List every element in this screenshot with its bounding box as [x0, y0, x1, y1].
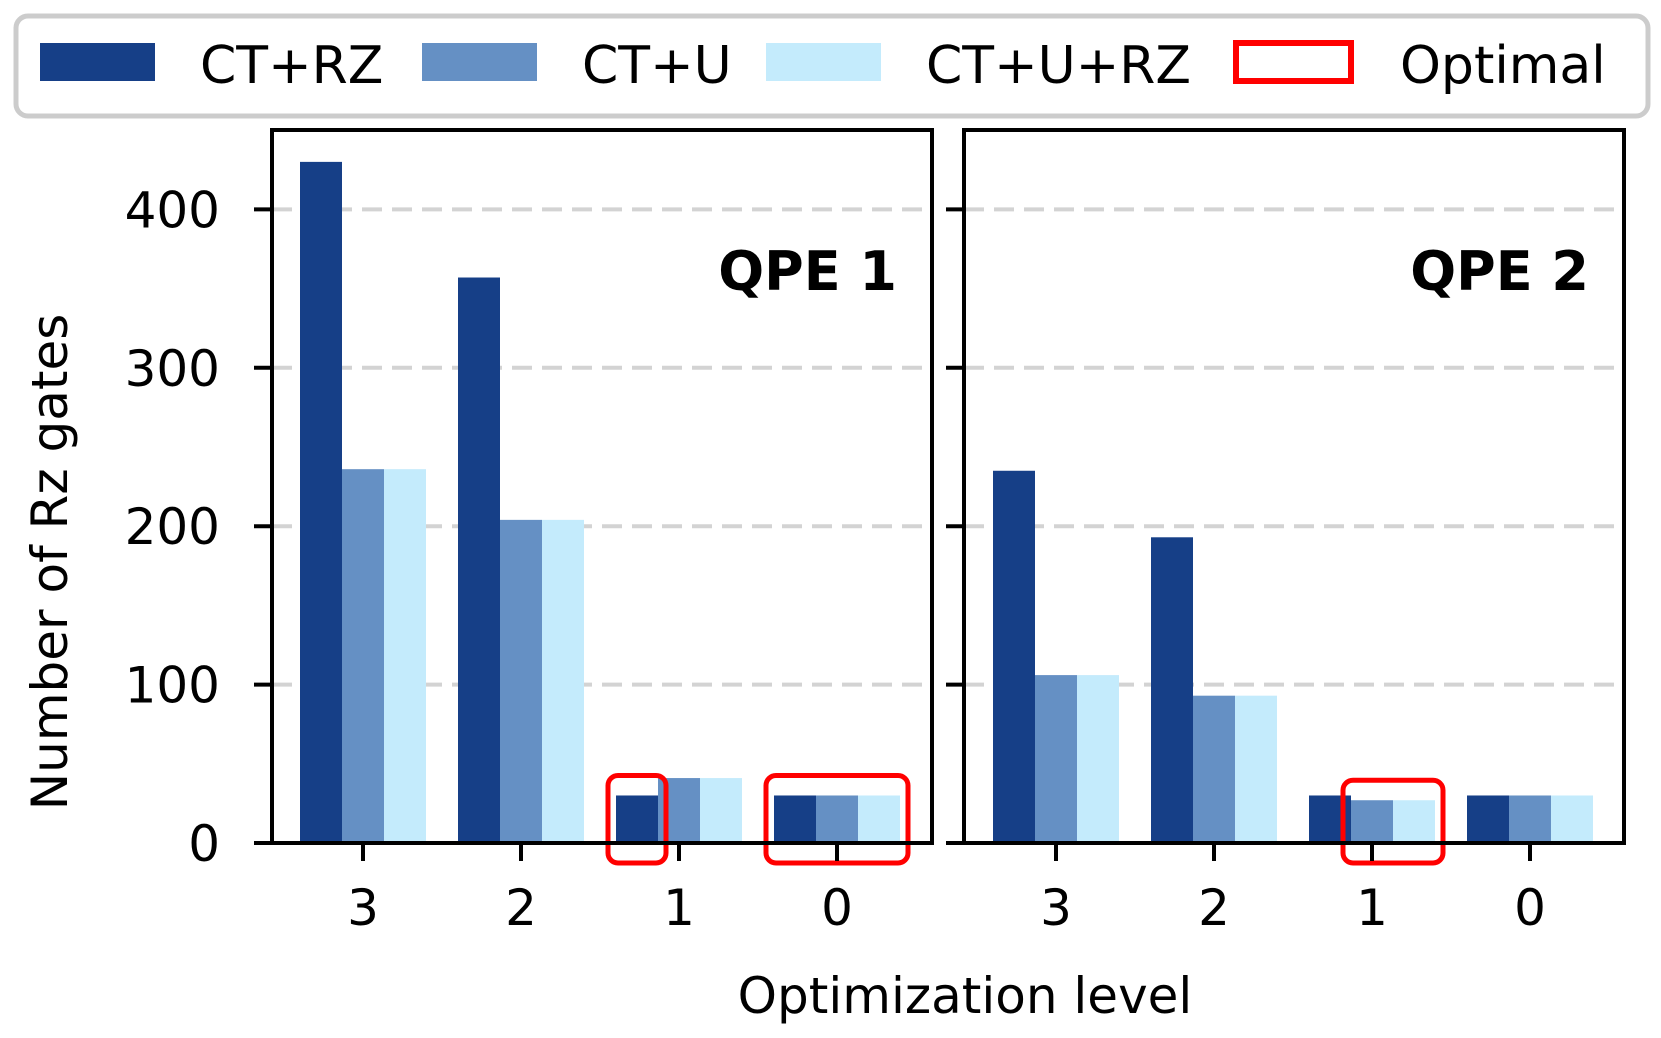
bar-ct-u-level-3 — [342, 469, 384, 843]
x-tick-label: 1 — [663, 879, 695, 937]
panel-title: QPE 2 — [1410, 240, 1589, 303]
bar-ct-rz-level-0 — [1467, 795, 1509, 843]
legend-swatch-optimal — [1233, 40, 1354, 84]
bar-ct-u-rz-level-2 — [542, 519, 584, 843]
bar-ct-u-rz-level-0 — [858, 795, 900, 843]
bar-ct-u-rz-level-0 — [1551, 795, 1593, 843]
x-tick-label: 3 — [347, 879, 379, 937]
bar-ct-u-rz-level-3 — [1077, 675, 1119, 843]
y-tick-label: 0 — [188, 815, 220, 873]
legend-swatch-ct-u-rz — [766, 43, 881, 81]
bar-ct-u-level-1 — [1351, 800, 1393, 843]
y-axis-label: Number of Rz gates — [21, 314, 79, 811]
panel-qpe-1: 3 2 1 0 QPE 1 — [254, 128, 934, 937]
y-tick-labels: 0 100 200 300 400 — [125, 181, 220, 873]
x-tick-label: 3 — [1040, 879, 1072, 937]
y-tick-label: 100 — [125, 657, 220, 715]
bar-ct-u-level-0 — [1509, 795, 1551, 843]
x-axis-label: Optimization level — [738, 967, 1193, 1025]
bar-ct-u-rz-level-2 — [1235, 695, 1277, 843]
bar-ct-u-level-3 — [1035, 675, 1077, 843]
legend-swatch-ct-u — [422, 43, 537, 81]
x-tick-label: 2 — [1198, 879, 1230, 937]
bar-ct-u-rz-level-1 — [1393, 800, 1435, 843]
bar-ct-rz-level-2 — [458, 277, 500, 844]
y-tick-label: 200 — [125, 498, 220, 556]
bar-ct-u-level-0 — [816, 795, 858, 843]
legend-label-ct-u: CT+U — [582, 36, 732, 96]
bar-ct-rz-level-1 — [616, 795, 658, 843]
x-tick-label: 1 — [1356, 879, 1388, 937]
legend-label-ct-rz: CT+RZ — [200, 36, 383, 96]
bar-ct-rz-level-0 — [774, 795, 816, 843]
optimal-highlight-level-1 — [1340, 777, 1446, 866]
bar-ct-u-rz-level-3 — [384, 469, 426, 843]
bar-ct-u-rz-level-1 — [700, 778, 742, 843]
panel-title: QPE 1 — [718, 240, 897, 303]
panel-qpe-2: 3 2 1 0 QPE 2 — [946, 128, 1626, 937]
y-tick-label: 400 — [125, 181, 220, 239]
bar-ct-rz-level-3 — [300, 161, 342, 843]
legend-label-ct-u-rz: CT+U+RZ — [926, 36, 1191, 96]
y-tick-label: 300 — [125, 340, 220, 398]
panel-frame — [962, 128, 1626, 845]
optimal-highlight-level-1 — [605, 772, 669, 866]
bar-ct-u-level-2 — [1193, 695, 1235, 843]
legend-label-optimal: Optimal — [1400, 36, 1606, 96]
bar-ct-rz-level-2 — [1151, 537, 1193, 843]
bar-ct-u-level-2 — [500, 519, 542, 843]
optimal-highlight-level-0 — [763, 772, 911, 866]
legend-swatch-ct-rz — [40, 43, 155, 81]
bar-ct-rz-level-3 — [993, 470, 1035, 843]
x-tick-label: 2 — [505, 879, 537, 937]
x-tick-label: 0 — [821, 879, 853, 937]
x-tick-label: 0 — [1514, 879, 1546, 937]
panel-frame — [270, 128, 934, 845]
legend: CT+RZ CT+U CT+U+RZ Optimal — [13, 13, 1651, 119]
